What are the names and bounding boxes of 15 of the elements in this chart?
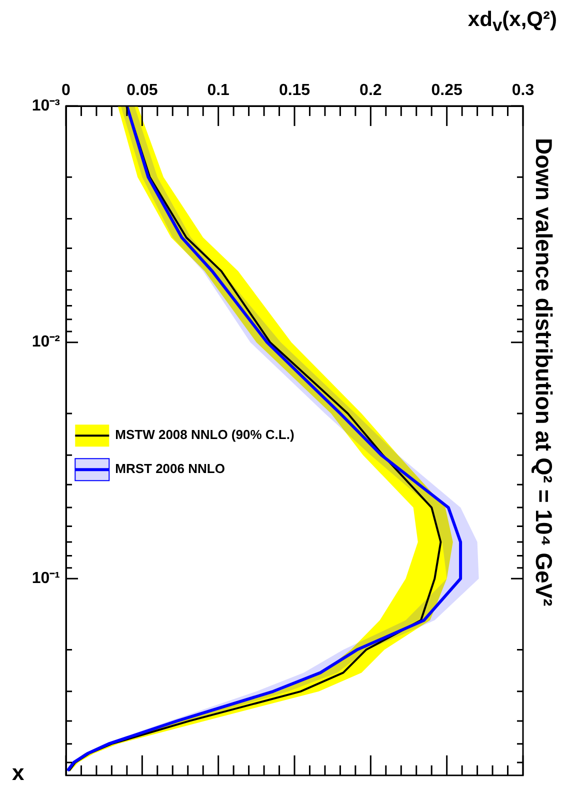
x-tick-label: 0.25 [431,82,463,99]
y-tick-label: 10⁻³ [32,97,60,114]
legend-label: MSTW 2008 NNLO (90% C.L.) [115,427,294,442]
x-tick-label: 0.2 [360,82,382,99]
x-tick-label: 0.05 [126,82,158,99]
legend-label: MRST 2006 NNLO [115,461,225,476]
x-tick-label: 0.3 [512,82,534,99]
text: Down valence distribution at Q² = 10⁴ GeV² [530,138,557,606]
x-tick-label: 0.15 [278,82,310,99]
y-axis-title: x [12,760,24,786]
x-tick-label: 0.1 [207,82,230,99]
x-tick-label: 0 [62,82,71,99]
x-axis-title: xd$_{v}$(x,Q²) [468,8,557,36]
y-tick-label: 10⁻² [32,334,60,351]
y-tick-label: 10⁻¹ [32,570,60,588]
